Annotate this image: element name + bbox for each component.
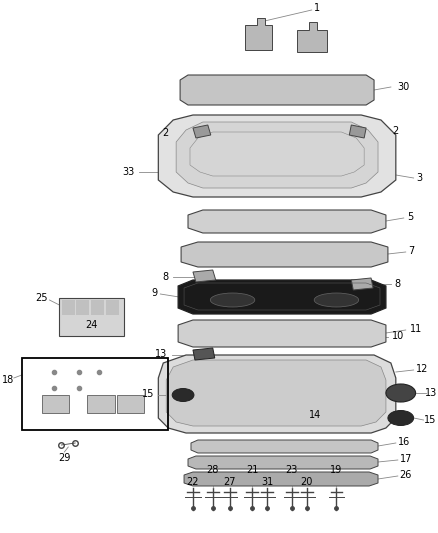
Text: 8: 8 [395, 279, 401, 289]
Text: 11: 11 [410, 324, 422, 334]
Ellipse shape [210, 293, 255, 307]
Ellipse shape [172, 389, 194, 401]
Polygon shape [191, 440, 378, 453]
Text: 5: 5 [407, 212, 414, 222]
Text: 7: 7 [409, 246, 415, 256]
Text: 1: 1 [314, 3, 320, 13]
Bar [22, 358, 168, 430]
Bar [62, 300, 75, 315]
Text: 8: 8 [162, 272, 168, 282]
Polygon shape [184, 472, 378, 486]
Text: 2: 2 [393, 126, 399, 136]
Polygon shape [178, 320, 386, 347]
Text: 23: 23 [286, 465, 298, 475]
Text: 21: 21 [246, 465, 258, 475]
Text: 33: 33 [123, 167, 135, 177]
Text: 13: 13 [155, 349, 167, 359]
Polygon shape [158, 355, 396, 433]
Text: 30: 30 [398, 82, 410, 92]
Polygon shape [297, 22, 327, 52]
Text: 16: 16 [398, 437, 410, 447]
Text: 27: 27 [223, 477, 236, 487]
Polygon shape [188, 210, 386, 233]
Text: 19: 19 [330, 465, 343, 475]
Text: 25: 25 [35, 293, 48, 303]
Text: 20: 20 [300, 477, 313, 487]
Text: 15: 15 [142, 389, 155, 399]
Text: 13: 13 [425, 388, 438, 398]
Polygon shape [166, 360, 386, 426]
Bar [42, 395, 69, 413]
Text: 10: 10 [392, 331, 404, 341]
Text: 3: 3 [417, 173, 423, 183]
Text: 24: 24 [85, 320, 97, 330]
Bar [60, 298, 124, 336]
Text: 18: 18 [2, 375, 14, 385]
Polygon shape [178, 280, 386, 314]
Text: 9: 9 [151, 288, 157, 298]
Polygon shape [158, 115, 396, 197]
Text: 2: 2 [162, 128, 168, 138]
Ellipse shape [388, 410, 413, 425]
Polygon shape [193, 270, 216, 282]
Polygon shape [351, 278, 373, 290]
Polygon shape [193, 348, 215, 360]
Text: 22: 22 [187, 477, 199, 487]
Polygon shape [181, 242, 388, 267]
Text: 26: 26 [399, 470, 412, 480]
Polygon shape [176, 122, 378, 188]
Text: 14: 14 [308, 410, 321, 420]
Text: 28: 28 [207, 465, 219, 475]
Text: 29: 29 [58, 453, 71, 463]
Polygon shape [180, 75, 374, 105]
Bar [76, 300, 89, 315]
Bar [91, 300, 104, 315]
Text: 12: 12 [417, 364, 429, 374]
Ellipse shape [386, 384, 416, 402]
Bar [117, 395, 145, 413]
Bar [87, 395, 115, 413]
Polygon shape [245, 18, 272, 50]
Polygon shape [350, 125, 366, 138]
Polygon shape [193, 125, 211, 138]
Text: 17: 17 [399, 454, 412, 464]
Polygon shape [188, 456, 378, 469]
Text: 31: 31 [261, 477, 273, 487]
Ellipse shape [314, 293, 359, 307]
Bar [106, 300, 119, 315]
Text: 15: 15 [424, 415, 437, 425]
